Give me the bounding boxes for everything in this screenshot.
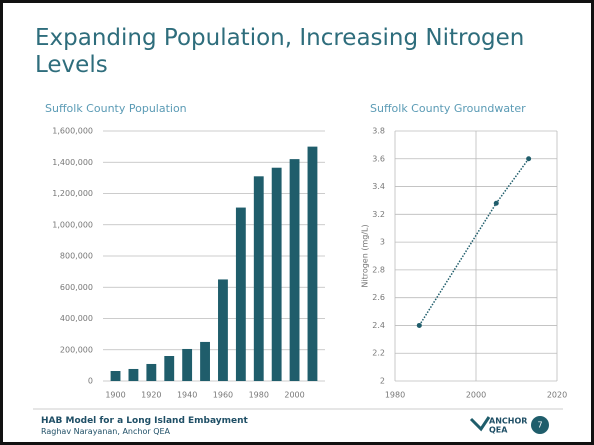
x-tick-label: 2020 (547, 391, 567, 400)
y-axis-label: Nitrogen (mg/L) (361, 224, 370, 287)
y-tick-label: 1,000,000 (52, 220, 93, 229)
y-tick-label: 2.8 (372, 265, 385, 274)
x-tick-label: 1900 (105, 391, 125, 400)
y-tick-label: 0 (88, 377, 93, 386)
bar (218, 279, 228, 381)
y-tick-label: 3 (380, 238, 385, 247)
y-tick-label: 1,200,000 (52, 189, 93, 198)
y-tick-label: 2 (380, 377, 385, 386)
y-tick-label: 400,000 (60, 314, 93, 323)
charts: ANCHOR QEA 7 Suffolk County Population 0 2… (33, 102, 567, 435)
y-tick-label: 3.8 (372, 127, 385, 136)
x-tick-label: 1940 (177, 391, 197, 400)
y-tick-label: 600,000 (60, 283, 93, 292)
bar (128, 368, 139, 381)
logo-bottom: QEA (489, 426, 508, 435)
slide-title: Expanding Population, Increasing Nitroge… (35, 25, 525, 78)
data-point (526, 156, 532, 162)
logo-top: ANCHOR (489, 417, 527, 426)
bar (200, 341, 210, 381)
data-point (416, 322, 422, 328)
y-tick-label: 1,600,000 (52, 127, 93, 136)
y-tick-label: 200,000 (60, 345, 93, 354)
x-tick-label: 2000 (466, 391, 486, 400)
bar (182, 348, 193, 381)
x-tick-label: 1920 (141, 391, 161, 400)
bar (289, 159, 300, 381)
logo-mark (469, 416, 491, 432)
y-tick-label: 3.2 (372, 210, 385, 219)
bar (253, 176, 264, 381)
y-tick-label: 3.4 (372, 182, 385, 191)
x-tick-label: 1980 (249, 391, 269, 400)
bar (146, 363, 157, 381)
page-number: 7 (537, 421, 542, 430)
footer-line: HAB Model for a Long Island Embayment (41, 416, 248, 426)
bar (235, 207, 246, 381)
x-tick-label: 2000 (284, 391, 304, 400)
chart-title: Suffolk County Population (45, 102, 187, 115)
page-badge (531, 416, 549, 434)
y-tick-label: 2.4 (372, 321, 385, 330)
x-tick-label: 1980 (385, 391, 405, 400)
data-point (493, 200, 499, 206)
x-tick-label: 1960 (213, 391, 233, 400)
bar (110, 371, 121, 381)
bar (307, 146, 318, 381)
bar (271, 167, 282, 381)
y-tick-label: 2.6 (372, 293, 385, 302)
y-tick-label: 3.6 (372, 154, 385, 163)
footer-author: Raghav Narayanan, Anchor QEA (41, 427, 171, 436)
y-tick-label: 2.2 (372, 349, 385, 358)
chart-title: Suffolk County Groundwater (370, 102, 526, 115)
y-tick-label: 1,400,000 (52, 158, 93, 167)
y-tick-label: 800,000 (60, 252, 93, 261)
bar (164, 356, 175, 381)
